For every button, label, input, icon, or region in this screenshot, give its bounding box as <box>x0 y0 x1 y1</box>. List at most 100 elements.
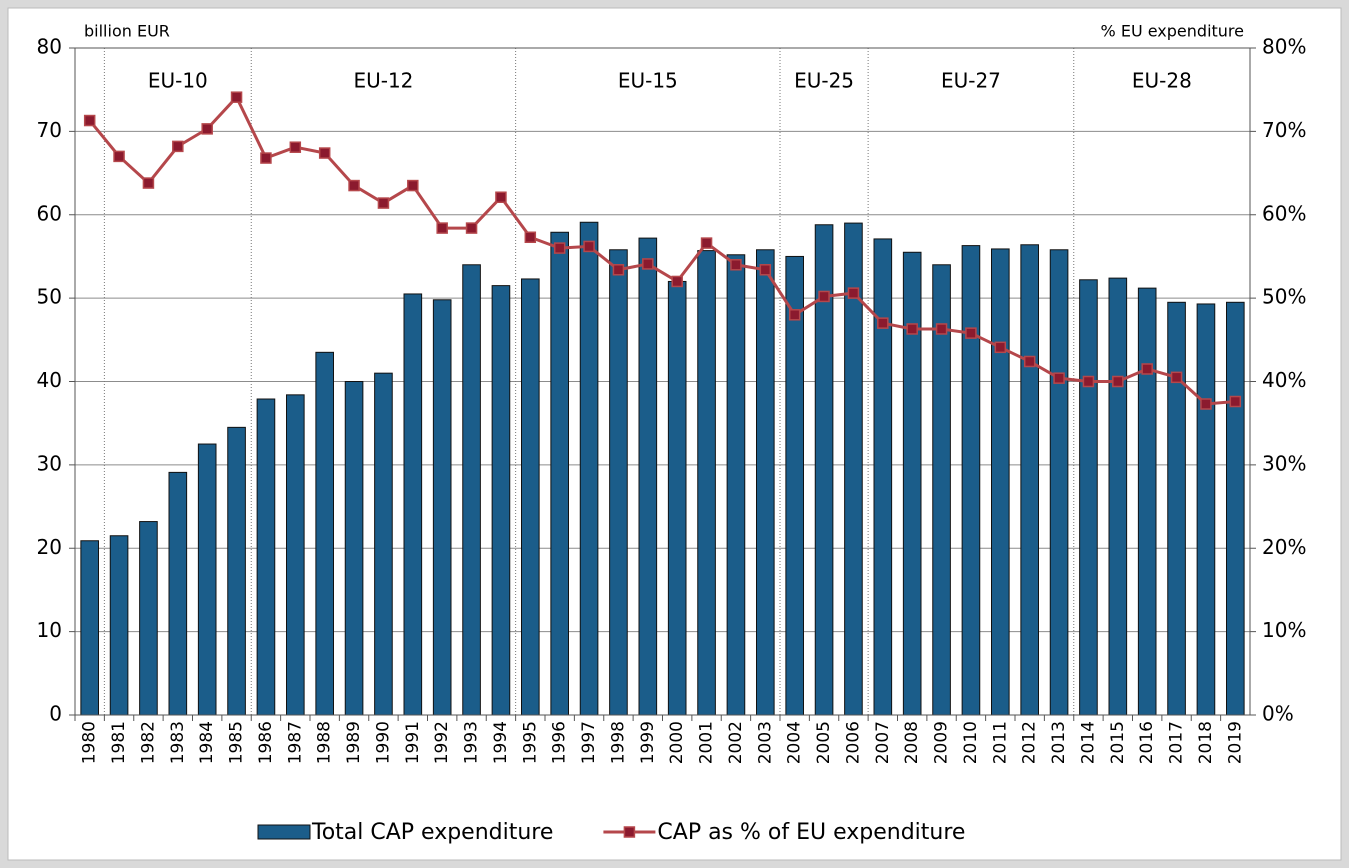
line-marker <box>1053 372 1065 384</box>
x-tick-label: 1992 <box>432 721 452 764</box>
line-marker <box>348 179 360 192</box>
x-tick-label: 2018 <box>1196 721 1216 764</box>
line-marker <box>1170 371 1183 384</box>
bar <box>432 299 452 716</box>
y2-axis-label: % EU expenditure <box>1101 22 1244 41</box>
x-tick-label: 1997 <box>579 721 599 764</box>
y2-tick-label: 60% <box>1262 201 1306 225</box>
bar <box>609 249 628 716</box>
line-marker <box>436 222 448 234</box>
legend-swatch <box>257 824 311 840</box>
x-tick-label: 2004 <box>785 721 805 764</box>
line-marker <box>465 222 478 234</box>
bar <box>1137 287 1157 716</box>
y-tick-label: 30 <box>37 451 62 475</box>
line-marker <box>113 150 125 163</box>
bar <box>667 280 687 716</box>
line-marker <box>965 327 977 339</box>
y2-tick-label: 40% <box>1262 368 1306 392</box>
bar <box>697 250 716 716</box>
x-tick-label: 1991 <box>403 721 423 764</box>
bar <box>462 264 481 716</box>
x-tick-label: 1995 <box>520 721 540 764</box>
bar <box>726 254 746 716</box>
bar <box>579 221 599 716</box>
x-tick-label: 2015 <box>1108 721 1128 764</box>
line-marker <box>1112 375 1124 388</box>
x-tick-label: 2014 <box>1078 721 1098 764</box>
bar <box>109 535 129 716</box>
line-marker <box>1141 363 1153 375</box>
legend-label: Total CAP expenditure <box>311 820 553 845</box>
line-marker <box>318 147 331 159</box>
bar <box>1049 249 1069 716</box>
x-tick-label: 1988 <box>315 721 335 764</box>
plot-border <box>74 47 1251 716</box>
bar <box>168 471 188 716</box>
line-marker <box>172 140 184 153</box>
x-tick-label: 1980 <box>80 721 100 764</box>
x-tick-label: 2000 <box>667 721 687 764</box>
x-tick-label: 2001 <box>697 721 717 764</box>
line-marker <box>583 240 595 253</box>
period-label: EU-10 <box>148 69 208 93</box>
bar <box>638 237 658 716</box>
line-marker <box>818 290 830 303</box>
line-marker <box>142 177 155 189</box>
legend-marker <box>623 826 636 838</box>
y-axis-label: billion EUR <box>84 22 170 41</box>
x-tick-label: 1983 <box>168 721 188 764</box>
bar <box>315 351 334 716</box>
bar <box>197 443 217 716</box>
bar <box>785 255 804 716</box>
y2-tick-label: 80% <box>1262 35 1306 59</box>
line-marker <box>730 259 742 271</box>
bar <box>1196 303 1216 716</box>
y2-tick-label: 30% <box>1262 451 1306 475</box>
bar <box>1167 301 1186 716</box>
x-tick-label: 1987 <box>285 721 305 764</box>
line-marker <box>1200 398 1212 410</box>
x-tick-label: 2008 <box>902 721 922 764</box>
line-marker <box>847 287 860 299</box>
line <box>88 94 1236 406</box>
x-tick-label: 1998 <box>608 721 628 764</box>
line-marker <box>700 237 713 249</box>
line-marker <box>377 197 390 209</box>
bar <box>286 394 305 716</box>
line-marker <box>759 264 772 276</box>
x-tick-label: 2003 <box>755 721 775 764</box>
bar <box>902 251 922 716</box>
bar <box>521 278 540 716</box>
x-tick-label: 1986 <box>256 721 276 764</box>
bar <box>873 238 893 716</box>
line-marker <box>642 258 654 270</box>
line-marker <box>83 114 96 127</box>
line-marker <box>1082 375 1095 388</box>
y-tick-label: 10 <box>37 618 62 642</box>
line-marker <box>994 341 1007 354</box>
period-label: EU-15 <box>618 69 678 93</box>
x-tick-label: 2005 <box>814 721 834 764</box>
x-tick-label: 1985 <box>227 721 247 764</box>
line-marker <box>407 179 419 192</box>
bar <box>344 381 364 716</box>
bar <box>403 293 423 716</box>
line-marker <box>877 317 889 329</box>
period-label: EU-12 <box>353 69 413 93</box>
line-marker <box>906 323 918 335</box>
period-label: EU-25 <box>794 69 854 93</box>
x-tick-label: 2009 <box>932 721 952 764</box>
x-tick-label: 1984 <box>197 721 217 764</box>
bar <box>961 245 981 716</box>
x-tick-label: 1994 <box>491 721 511 764</box>
bar <box>1079 279 1098 716</box>
line-marker <box>1023 355 1036 368</box>
y-tick-label: 80 <box>37 35 62 59</box>
bar <box>139 521 158 716</box>
bar <box>991 248 1010 716</box>
bar <box>491 285 511 716</box>
bar <box>1020 244 1039 716</box>
x-tick-label: 1981 <box>109 721 129 764</box>
y2-tick-label: 50% <box>1262 285 1306 309</box>
